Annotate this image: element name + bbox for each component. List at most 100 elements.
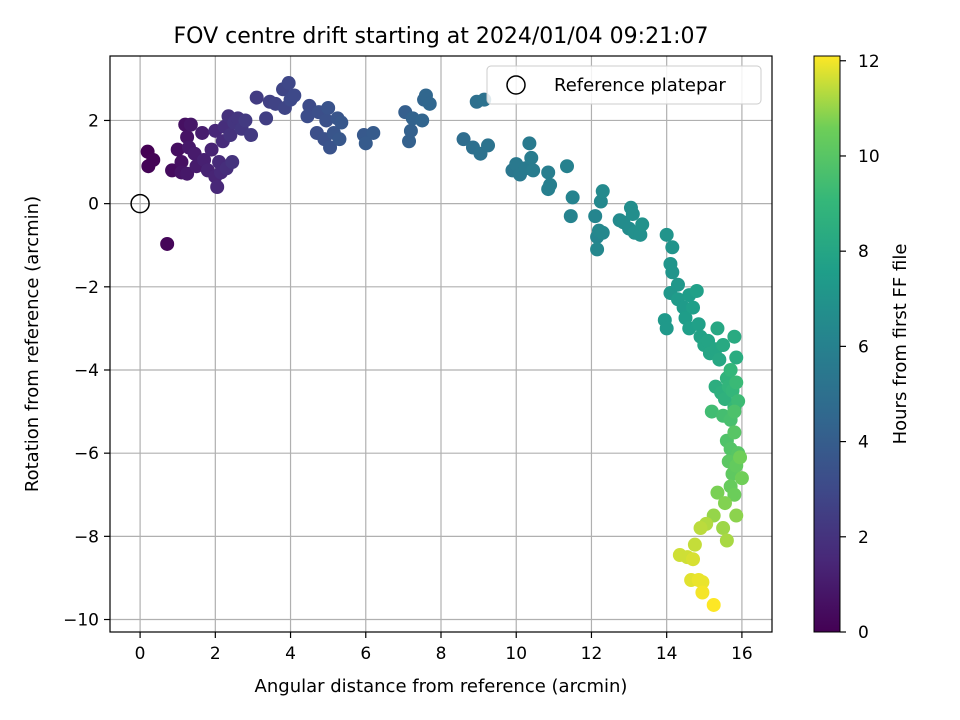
legend: Reference platepar xyxy=(486,65,762,105)
data-point xyxy=(672,548,687,563)
data-point xyxy=(729,350,744,365)
data-point xyxy=(712,352,727,367)
colorbar-tick-label: 6 xyxy=(858,337,869,357)
data-point xyxy=(522,136,537,151)
colorbar-tick-label: 8 xyxy=(858,242,869,262)
data-point xyxy=(249,90,264,105)
colorbar-label: Hours from first FF file xyxy=(890,244,911,445)
x-tick-label: 2 xyxy=(210,644,221,664)
data-point xyxy=(323,140,338,155)
data-point xyxy=(402,134,417,149)
data-point xyxy=(321,100,336,115)
data-point xyxy=(665,240,680,255)
y-tick-label: −10 xyxy=(63,611,99,631)
data-point xyxy=(588,209,603,224)
data-point xyxy=(210,180,225,195)
data-point xyxy=(593,194,608,209)
legend-label: Reference platepar xyxy=(554,75,726,96)
data-point xyxy=(691,317,706,332)
data-point xyxy=(281,76,296,91)
data-point xyxy=(727,329,742,344)
x-axis-label: Angular distance from reference (arcmin) xyxy=(255,676,628,697)
x-tick-label: 16 xyxy=(731,644,753,664)
colorbar-tick-label: 10 xyxy=(858,147,880,167)
data-point xyxy=(719,533,734,548)
data-point xyxy=(180,130,195,145)
data-point xyxy=(723,362,738,377)
reference-platepar-marker xyxy=(130,193,150,214)
data-point xyxy=(223,128,238,143)
data-point xyxy=(727,487,742,502)
data-point xyxy=(541,165,556,180)
data-point xyxy=(225,155,240,170)
data-point xyxy=(560,159,575,174)
data-point xyxy=(695,575,710,590)
data-point xyxy=(180,166,195,181)
colorbar-frame xyxy=(813,55,841,633)
data-point xyxy=(524,150,539,165)
data-point xyxy=(238,113,253,128)
data-point xyxy=(204,142,219,157)
data-point xyxy=(259,111,274,126)
data-point xyxy=(665,265,680,280)
y-tick-label: 0 xyxy=(88,195,99,215)
data-point xyxy=(710,321,725,336)
data-point xyxy=(687,537,702,552)
data-point xyxy=(693,521,708,536)
data-point xyxy=(195,125,210,140)
data-point xyxy=(686,552,701,567)
data-point xyxy=(734,471,749,486)
y-axis-ticks: −10 −8 −6 −4 −2 0 2 xyxy=(63,111,110,631)
y-tick-label: −4 xyxy=(74,361,99,381)
data-point xyxy=(686,300,701,315)
x-tick-label: 14 xyxy=(656,644,678,664)
x-tick-label: 6 xyxy=(360,644,371,664)
data-point xyxy=(716,338,731,353)
data-point xyxy=(633,227,648,242)
data-point xyxy=(595,225,610,240)
data-point xyxy=(541,182,556,197)
data-point xyxy=(183,117,198,132)
data-point xyxy=(563,209,578,224)
data-point xyxy=(160,236,175,251)
data-point xyxy=(565,190,580,205)
data-point xyxy=(670,277,685,292)
data-point xyxy=(704,404,719,419)
y-tick-label: 2 xyxy=(88,111,99,131)
data-point xyxy=(456,132,471,147)
x-tick-label: 4 xyxy=(285,644,296,664)
x-tick-label: 10 xyxy=(505,644,527,664)
colorbar-tick-label: 4 xyxy=(858,433,869,453)
data-point xyxy=(287,88,302,103)
data-point xyxy=(689,283,704,298)
data-point xyxy=(415,113,430,128)
data-point xyxy=(174,155,189,170)
data-point xyxy=(141,159,156,174)
x-tick-label: 12 xyxy=(581,644,603,664)
chart-title: FOV centre drift starting at 2024/01/04 … xyxy=(174,24,709,49)
scatter-points xyxy=(140,76,749,612)
data-point xyxy=(729,375,744,390)
data-point xyxy=(300,109,315,124)
data-point xyxy=(727,404,742,419)
colorbar-ticks: 0 2 4 6 8 10 12 xyxy=(840,52,880,643)
y-tick-label: −8 xyxy=(74,527,99,547)
colorbar-gradient xyxy=(814,56,840,632)
data-point xyxy=(170,142,185,157)
legend-box xyxy=(486,65,762,105)
colorbar: 0 2 4 6 8 10 12 Hours from first FF file xyxy=(813,52,911,643)
data-point xyxy=(244,128,259,143)
y-gridlines xyxy=(110,119,772,621)
data-point xyxy=(526,163,541,178)
data-point xyxy=(358,136,373,151)
data-point xyxy=(635,217,650,232)
data-point xyxy=(659,321,674,336)
data-point xyxy=(319,113,334,128)
data-point xyxy=(695,585,710,600)
y-axis-label: Rotation from reference (arcmin) xyxy=(22,196,43,492)
data-point xyxy=(334,115,349,130)
data-point xyxy=(595,184,610,199)
data-point xyxy=(403,123,418,138)
colorbar-tick-label: 12 xyxy=(858,52,880,72)
